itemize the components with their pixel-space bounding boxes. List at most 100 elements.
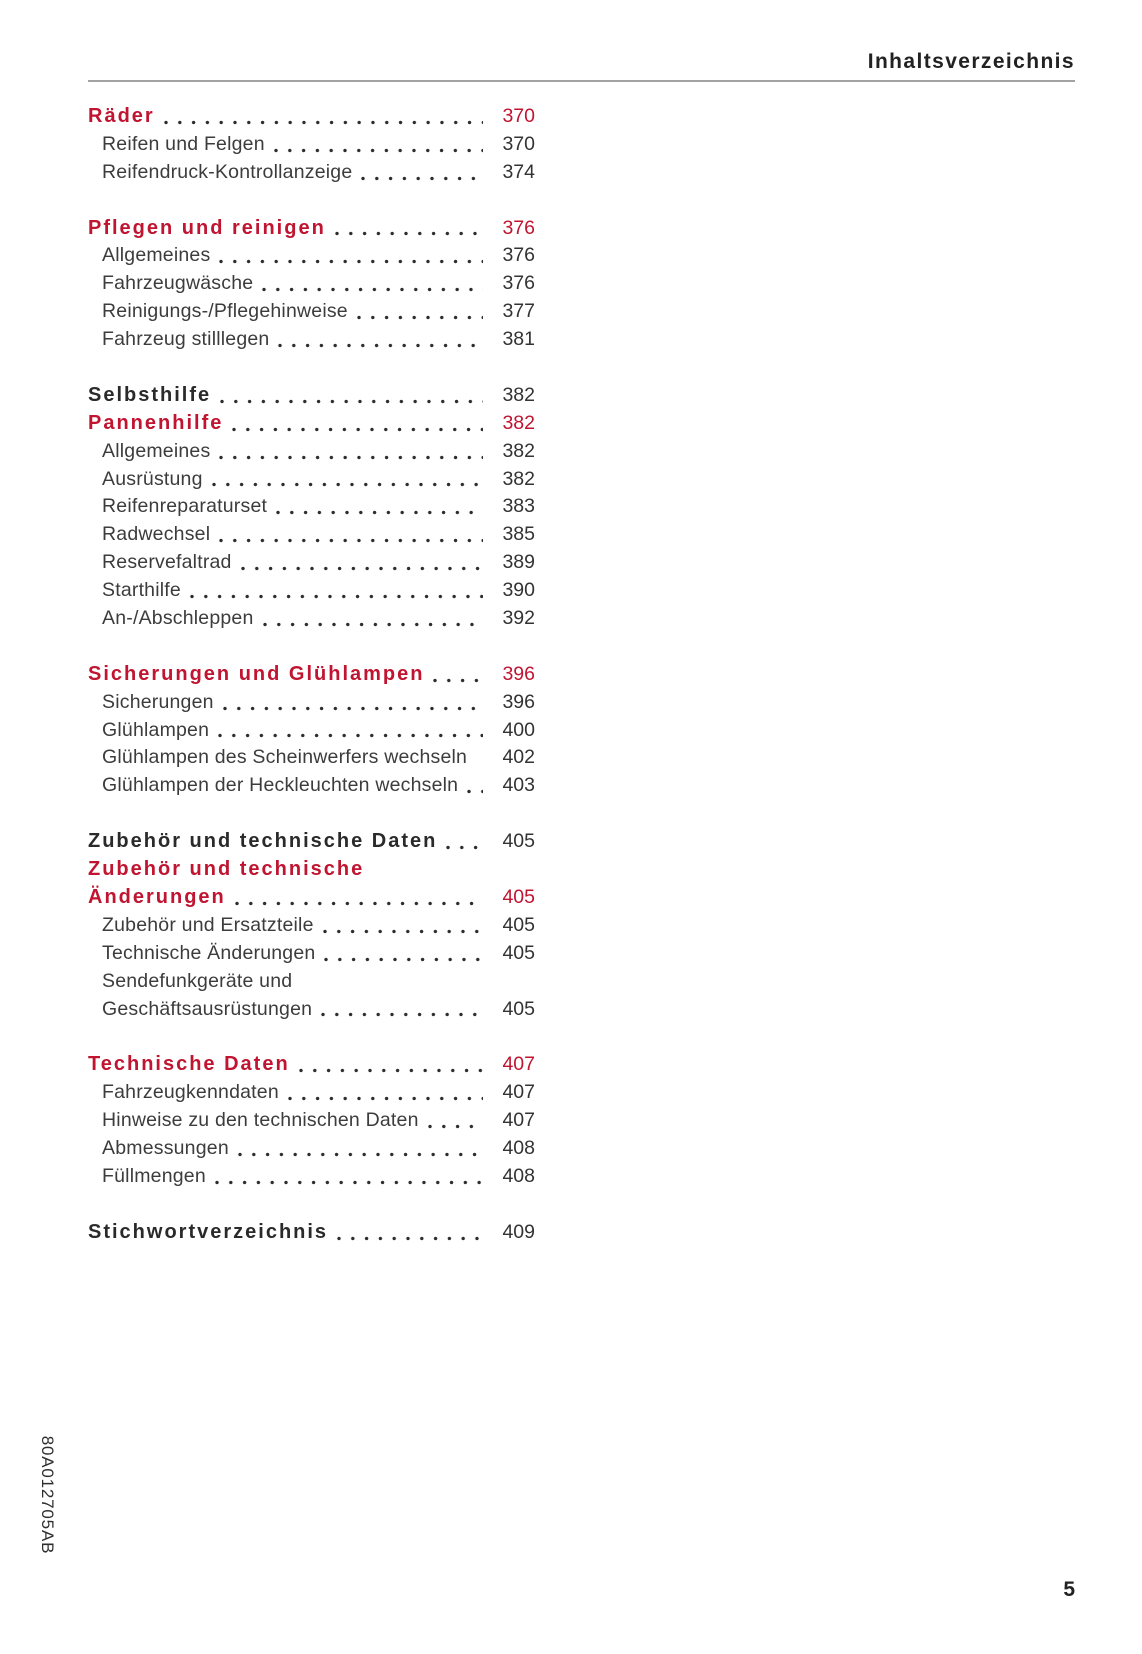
toc-entry-page: 409	[502, 1220, 535, 1243]
toc-entry-label: Allgemeines	[102, 439, 211, 462]
toc-entry: Pannenhilfe 382	[88, 410, 535, 438]
toc-entry-label: Reifendruck-Kontrollanzeige	[102, 160, 353, 183]
toc-entry-label: Starthilfe	[102, 579, 181, 602]
toc-entry-page: 376	[502, 272, 535, 295]
dot-leader	[189, 594, 483, 600]
toc-group: Technische Daten 407 Fahrzeugkenndaten 407 H…	[88, 1051, 535, 1190]
dot-leader	[262, 621, 483, 627]
toc-entry-page: 405	[502, 830, 535, 853]
toc-entry: Selbsthilfe 382	[88, 382, 535, 410]
page-number: 5	[1063, 1578, 1075, 1601]
dot-leader	[220, 398, 483, 404]
toc-entry: Zubehör und Ersatzteile 405	[88, 912, 535, 940]
dot-leader	[222, 705, 483, 711]
toc-entry-label: Stichwortverzeichnis	[88, 1220, 329, 1243]
toc-entry: Zubehör und technische Daten 405	[88, 828, 535, 856]
toc-entry-page: 402	[502, 746, 535, 769]
toc-entry-page: 383	[502, 495, 535, 518]
toc-entry-page: 407	[502, 1081, 535, 1104]
toc-group: Sicherungen und Glühlampen 396 Sicherungen…	[88, 661, 535, 800]
toc-entry-label: Reifenreparaturset	[102, 495, 268, 518]
toc-entry-label: Geschäftsausrüstungen	[102, 997, 313, 1020]
dot-leader	[219, 538, 483, 544]
dot-leader	[337, 1235, 483, 1241]
toc-entry: Geschäftsausrüstungen 405	[88, 996, 535, 1024]
dot-leader	[211, 482, 483, 488]
toc-entry: Sicherungen 396	[88, 689, 535, 717]
toc-entry-label: Allgemeines	[102, 244, 211, 267]
header-divider	[88, 80, 1075, 82]
toc-entry-label: Glühlampen des Scheinwerfers wechseln	[102, 746, 468, 769]
toc-entry-page: 374	[502, 160, 535, 183]
toc-entry: Sendefunkgeräte und	[88, 968, 535, 996]
toc-entry-label: Hinweise zu den technischen Daten	[102, 1109, 419, 1132]
dot-leader	[234, 900, 483, 906]
toc-entry-page: 392	[502, 607, 535, 630]
toc-entry-page: 382	[502, 439, 535, 462]
toc-group: Stichwortverzeichnis 409	[88, 1219, 535, 1247]
toc-entry-label: Technische Daten	[88, 1053, 290, 1076]
dot-leader	[278, 343, 483, 349]
dot-leader	[322, 928, 483, 934]
toc-entry: Fahrzeugkenndaten 407	[88, 1079, 535, 1107]
toc-entry: Zubehör und technische	[88, 856, 535, 884]
toc-entry-page: 405	[502, 913, 535, 936]
toc-entry: Änderungen 405	[88, 884, 535, 912]
dot-leader	[218, 733, 483, 739]
toc-entry: Technische Änderungen 405	[88, 940, 535, 968]
toc-entry-label: Zubehör und technische Daten	[88, 830, 438, 853]
toc-entry-page: 390	[502, 579, 535, 602]
dot-leader	[467, 789, 483, 795]
toc-entry: Starthilfe 390	[88, 577, 535, 605]
toc-entry-page: 405	[502, 997, 535, 1020]
toc-entry-label: Fahrzeug stilllegen	[102, 328, 270, 351]
toc-entry-label: Sendefunkgeräte und	[102, 969, 293, 992]
toc-group: Räder 370 Reifen und Felgen 370 Reifendruck-…	[88, 103, 535, 187]
print-code: 80A012705AB	[38, 1435, 57, 1555]
toc-entry-page: 381	[502, 328, 535, 351]
dot-leader	[219, 454, 483, 460]
toc-entry-label: Abmessungen	[102, 1136, 229, 1159]
toc-entry-label: Glühlampen	[102, 718, 210, 741]
toc-entry-label: Reifen und Felgen	[102, 132, 265, 155]
toc-entry-label: Glühlampen der Heckleuchten wechseln	[102, 774, 459, 797]
toc-entry-label: Füllmengen	[102, 1164, 206, 1187]
toc-entry-page: 408	[502, 1136, 535, 1159]
toc-entry-page: 407	[502, 1109, 535, 1132]
toc-entry: Glühlampen des Scheinwerfers wechseln 402	[88, 744, 535, 772]
toc-entry-label: Änderungen	[88, 885, 226, 908]
dot-leader	[237, 1151, 483, 1157]
toc-entry: Reifenreparaturset 383	[88, 493, 535, 521]
dot-leader	[433, 677, 483, 683]
toc-entry-label: Räder	[88, 105, 155, 127]
toc-entry: Glühlampen 400	[88, 717, 535, 745]
toc-entry-page: 370	[502, 105, 535, 127]
toc-entry: Stichwortverzeichnis 409	[88, 1219, 535, 1247]
toc-entry-label: Selbsthilfe	[88, 383, 212, 406]
toc-entry: Reifendruck-Kontrollanzeige 374	[88, 159, 535, 187]
toc-entry-label: An-/Abschleppen	[102, 607, 254, 630]
toc-entry-label: Pannenhilfe	[88, 411, 224, 434]
dot-leader	[163, 119, 483, 125]
toc-entry: Fahrzeug stilllegen 381	[88, 326, 535, 354]
toc-entry: Hinweise zu den technischen Daten 407	[88, 1107, 535, 1135]
toc-entry: Allgemeines 376	[88, 242, 535, 270]
toc-entry-page: 396	[502, 662, 535, 685]
toc-entry: Ausrüstung 382	[88, 466, 535, 494]
page-header-title: Inhaltsverzeichnis	[867, 50, 1075, 73]
toc-entry-label: Radwechsel	[102, 523, 211, 546]
toc-entry-page: 370	[502, 132, 535, 155]
toc-entry: Technische Daten 407	[88, 1051, 535, 1079]
toc-entry-page: 407	[502, 1053, 535, 1076]
toc-entry-page: 376	[502, 216, 535, 239]
dot-leader	[427, 1123, 483, 1129]
toc-entry-page: 382	[502, 411, 535, 434]
toc-entry: Radwechsel 385	[88, 521, 535, 549]
dot-leader	[262, 287, 483, 293]
toc-entry-label: Fahrzeugwäsche	[102, 272, 254, 295]
toc-group: Zubehör und technische Daten 405 Zubehör u…	[88, 828, 535, 1023]
dot-leader	[324, 956, 483, 962]
toc-entry: Glühlampen der Heckleuchten wechseln 403	[88, 772, 535, 800]
toc-entry-page: 385	[502, 523, 535, 546]
